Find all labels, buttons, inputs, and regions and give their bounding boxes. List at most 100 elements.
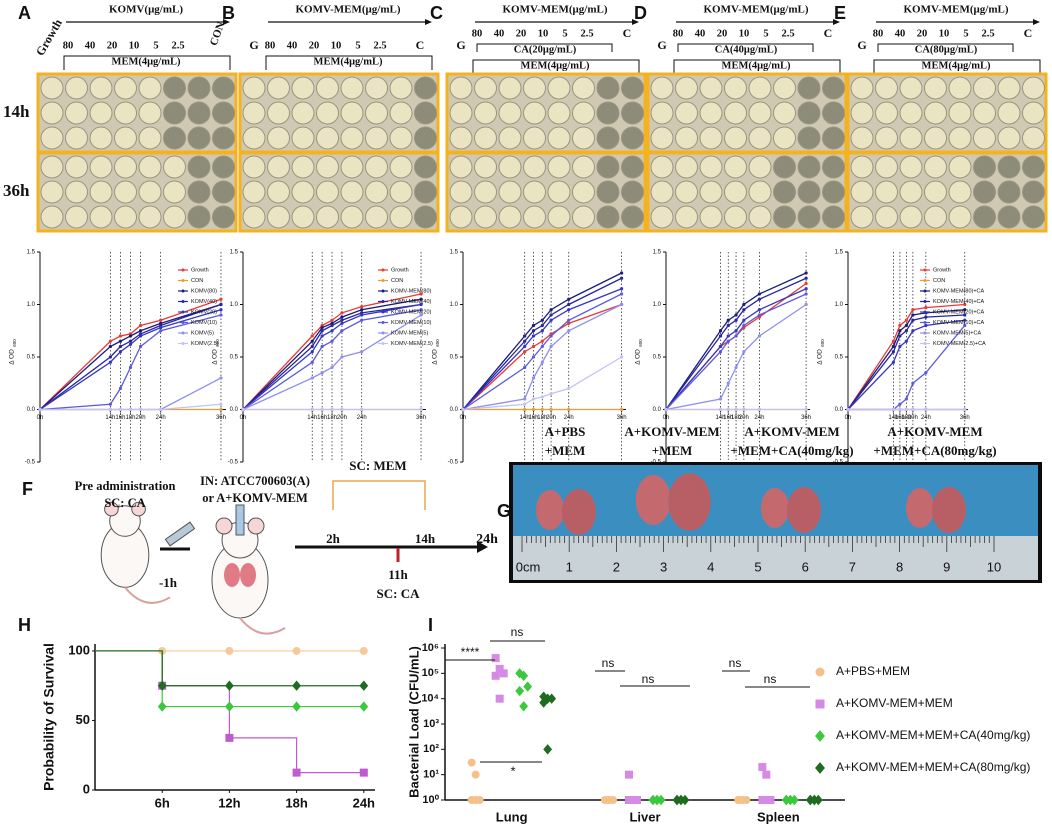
marker: [804, 281, 808, 286]
well: [138, 101, 162, 125]
marker: [128, 407, 133, 412]
well: [163, 101, 186, 125]
y-tick-label: 1.5: [653, 250, 662, 256]
well: [187, 126, 211, 150]
marker: [330, 407, 334, 412]
well: [572, 101, 595, 125]
annotation: ns: [511, 625, 524, 639]
well: [187, 76, 211, 100]
marker: [330, 323, 334, 328]
well: [163, 155, 186, 179]
well: [822, 76, 845, 100]
well: [675, 101, 698, 125]
marker: [734, 318, 738, 322]
well: [650, 126, 674, 150]
bracket: [873, 59, 1041, 74]
well: [621, 126, 644, 150]
time: 14h: [415, 531, 436, 546]
marker: [567, 321, 571, 325]
well: [572, 126, 595, 150]
well: [114, 155, 137, 179]
well: [748, 155, 772, 179]
well: [65, 101, 88, 125]
marker: [898, 323, 902, 328]
well: [365, 76, 388, 100]
well: [948, 76, 972, 100]
well: [365, 101, 388, 125]
well: [267, 101, 290, 125]
text: or A+KOMV-MEM: [202, 491, 308, 505]
well: [973, 155, 996, 179]
marker: [734, 313, 738, 317]
concentration: 40: [494, 28, 505, 39]
marker: [567, 329, 571, 333]
marker: [471, 770, 480, 779]
marker: [241, 407, 245, 412]
well: [973, 76, 996, 100]
well: [948, 101, 972, 125]
marker: [523, 365, 527, 370]
well: [1022, 205, 1045, 229]
well: [948, 126, 972, 150]
legend-label: KOMV-MEM(5)+CA: [933, 330, 981, 336]
legend-label: KOMV-MEM(40): [391, 299, 432, 305]
marker: [963, 308, 967, 312]
marker: [757, 292, 762, 296]
marker: [757, 308, 762, 312]
x-tick-label: 24h: [921, 415, 931, 421]
well: [212, 180, 235, 204]
marker: [531, 323, 536, 328]
y-tick-label: -0.5: [228, 460, 239, 466]
marker: [515, 685, 525, 697]
bracket: [332, 480, 426, 510]
well: [89, 76, 113, 100]
plate-top: G: [657, 38, 666, 52]
concentration: 5: [355, 40, 360, 51]
legend-label: Growth: [191, 267, 209, 273]
marker: [320, 407, 324, 412]
x-tick-label: 0h: [460, 415, 467, 421]
marker: [718, 407, 723, 412]
legend-marker: [815, 667, 825, 677]
y-tick-label: 0: [83, 781, 90, 796]
x-tick-label: 20h: [136, 415, 146, 421]
well: [797, 101, 821, 125]
y-tick-label: 0.5: [653, 355, 662, 361]
well: [948, 205, 972, 229]
marker: [924, 323, 928, 328]
y-axis-label-sub: 600: [215, 339, 220, 347]
well: [138, 155, 162, 179]
lung: [635, 475, 671, 525]
marker: [523, 334, 527, 338]
plate-top: G: [456, 38, 465, 52]
ruler-label: 6: [802, 559, 809, 574]
marker: [360, 305, 364, 309]
concentration: 20: [717, 28, 728, 39]
ruler-label: 1: [566, 559, 573, 574]
marker: [738, 796, 747, 804]
well: [242, 155, 266, 179]
x-tick-label: 16h: [895, 415, 905, 421]
well: [850, 180, 874, 204]
well: [924, 205, 947, 229]
marker: [519, 701, 529, 712]
well: [40, 76, 64, 100]
text: SC: CA: [377, 586, 421, 601]
marker: [898, 334, 902, 338]
x-tick-label: 24h: [156, 415, 166, 421]
marker: [757, 407, 762, 412]
legend-label: Growth: [933, 267, 951, 273]
plate-end: C: [1024, 26, 1033, 40]
concentration: 80: [472, 28, 483, 39]
bracket: [476, 43, 613, 52]
row-label: 14h: [3, 102, 30, 121]
concentration: 80: [63, 40, 74, 51]
y-tick-label: 1.5: [230, 250, 239, 256]
y-axis-label: Δ OD: [9, 349, 16, 365]
x-tick-label: 20h: [739, 415, 749, 421]
well: [572, 205, 595, 229]
legend-label: A+KOMV-MEM+MEM+CA(40mg/kg): [836, 728, 1030, 742]
well: [621, 205, 644, 229]
legend-label: CON: [391, 278, 403, 284]
